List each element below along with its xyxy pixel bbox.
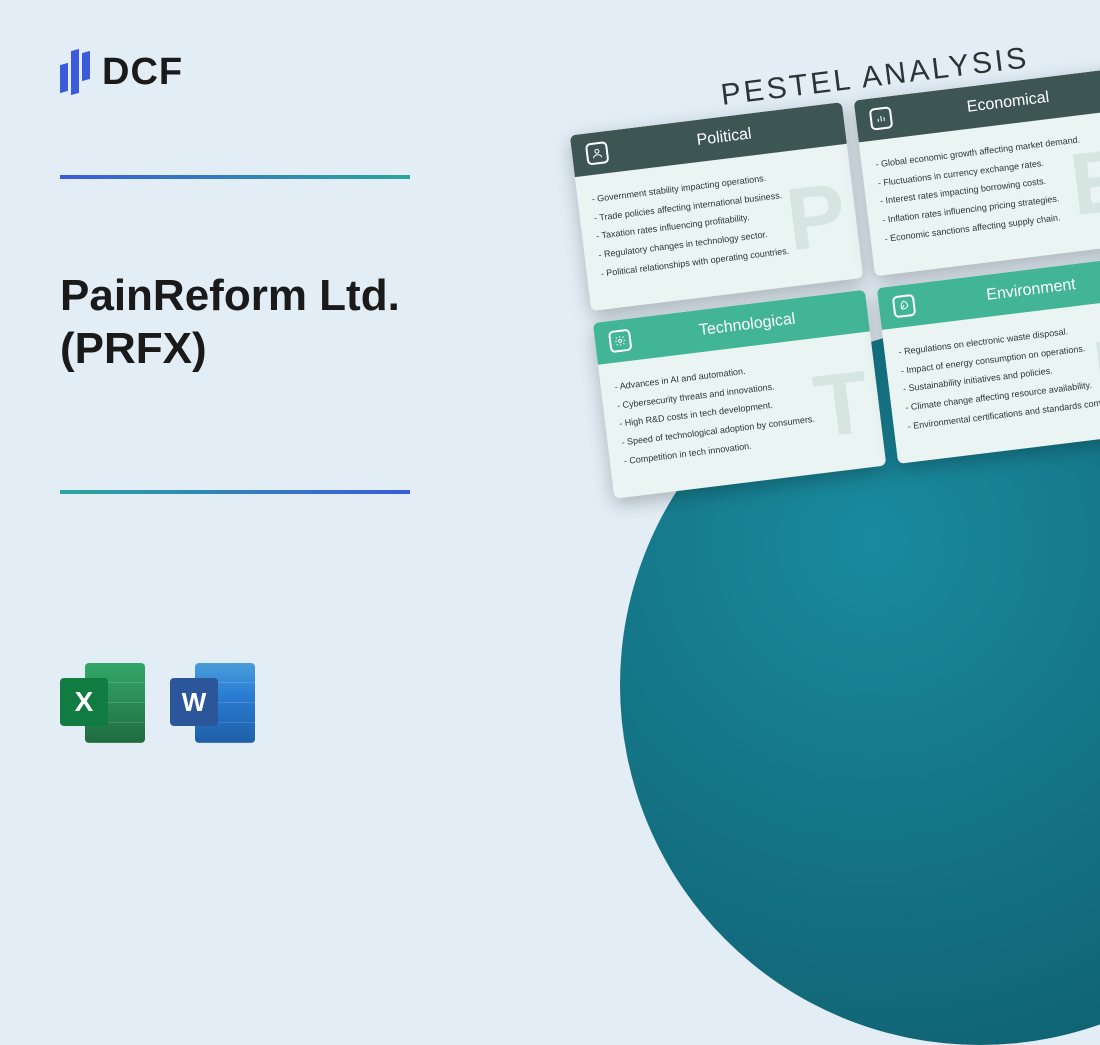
chart-icon xyxy=(869,106,894,131)
gear-icon xyxy=(608,329,633,354)
logo-bars-icon xyxy=(60,50,90,94)
divider-top xyxy=(60,175,410,179)
card-technological: Technological T - Advances in AI and aut… xyxy=(593,290,887,499)
excel-icon[interactable]: X xyxy=(60,660,145,745)
word-label: W xyxy=(170,678,218,726)
logo: DCF xyxy=(60,50,183,94)
divider-bottom xyxy=(60,490,410,494)
person-icon xyxy=(585,141,610,166)
word-icon[interactable]: W xyxy=(170,660,255,745)
card-political: Political P - Government stability impac… xyxy=(570,102,864,311)
page-container: DCF PainReform Ltd.(PRFX) X W PESTEL ANA… xyxy=(0,0,1100,805)
excel-label: X xyxy=(60,678,108,726)
logo-text: DCF xyxy=(102,51,183,94)
leaf-icon xyxy=(892,294,917,319)
pestel-cards: Political P - Government stability impac… xyxy=(570,67,1100,499)
page-title: PainReform Ltd.(PRFX) xyxy=(60,270,400,376)
file-icons: X W xyxy=(60,660,255,745)
card-economical: Economical E - Global economic growth af… xyxy=(854,67,1100,276)
card-environment: Environment E - Regulations on electroni… xyxy=(877,255,1100,464)
